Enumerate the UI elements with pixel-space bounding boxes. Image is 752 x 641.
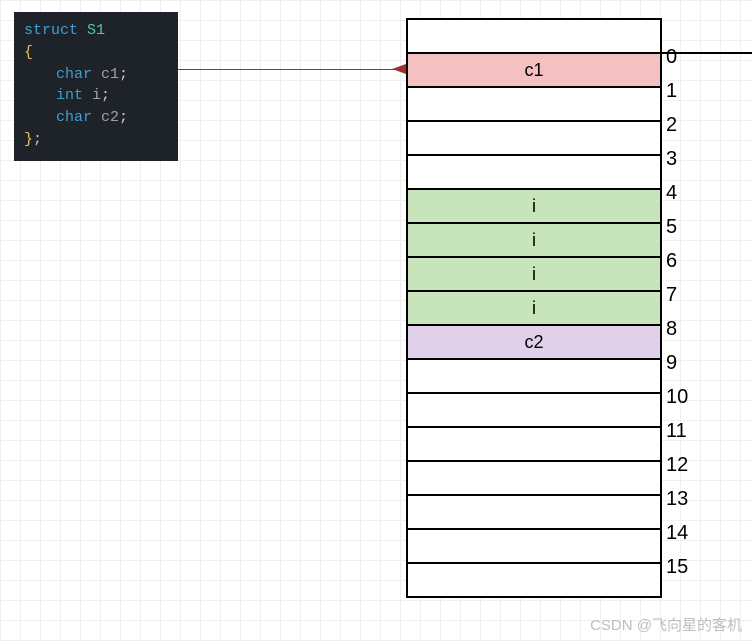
code-line-member: int i;	[24, 85, 168, 107]
memory-cell	[408, 120, 660, 154]
memory-cell: i	[408, 290, 660, 324]
code-line-member: char c2;	[24, 107, 168, 129]
var-name: i	[92, 87, 101, 104]
memory-cell	[408, 562, 660, 596]
var-name: c2	[101, 109, 119, 126]
memory-cell	[408, 358, 660, 392]
offset-label: 1	[666, 80, 677, 103]
offset-label: 6	[666, 250, 677, 273]
close-brace-line: };	[24, 129, 168, 151]
memory-cell	[408, 460, 660, 494]
memory-cell	[408, 426, 660, 460]
memory-cell	[408, 528, 660, 562]
watermark-text: CSDN @飞向星的客机	[590, 614, 742, 635]
memory-cell	[408, 392, 660, 426]
offset-label: 5	[666, 216, 677, 239]
offset-label: 12	[666, 454, 688, 477]
arrow-head-icon	[392, 64, 406, 74]
memory-cell	[408, 494, 660, 528]
memory-table: c1iiiic2	[406, 18, 662, 598]
code-line-struct: struct S1	[24, 20, 168, 42]
offset-label: 7	[666, 284, 677, 307]
offset-label: 10	[666, 386, 688, 409]
keyword-type: char	[56, 66, 92, 83]
keyword-struct: struct	[24, 22, 78, 39]
offset-label: 3	[666, 148, 677, 171]
memory-cell	[408, 154, 660, 188]
offset-label: 8	[666, 318, 677, 341]
offset-label: 13	[666, 488, 688, 511]
memory-cell: i	[408, 256, 660, 290]
open-brace: {	[24, 42, 168, 64]
code-line-member: char c1;	[24, 64, 168, 86]
memory-cell: i	[408, 188, 660, 222]
keyword-type: char	[56, 109, 92, 126]
offset-label: 4	[666, 182, 677, 205]
offset-label: 2	[666, 114, 677, 137]
memory-cell	[408, 86, 660, 120]
offset-label: 0	[666, 46, 677, 69]
keyword-type: int	[56, 87, 83, 104]
offset-label: 11	[666, 420, 687, 443]
memory-cell: c2	[408, 324, 660, 358]
code-block: struct S1 { char c1;int i;char c2; };	[14, 12, 178, 161]
struct-name: S1	[87, 22, 105, 39]
memory-cell: i	[408, 222, 660, 256]
memory-cell	[408, 18, 660, 52]
arrow-line	[178, 69, 402, 70]
var-name: c1	[101, 66, 119, 83]
offset-label: 14	[666, 522, 688, 545]
offset-label: 9	[666, 352, 677, 375]
memory-cell: c1	[408, 52, 660, 86]
offset-label: 15	[666, 556, 688, 579]
